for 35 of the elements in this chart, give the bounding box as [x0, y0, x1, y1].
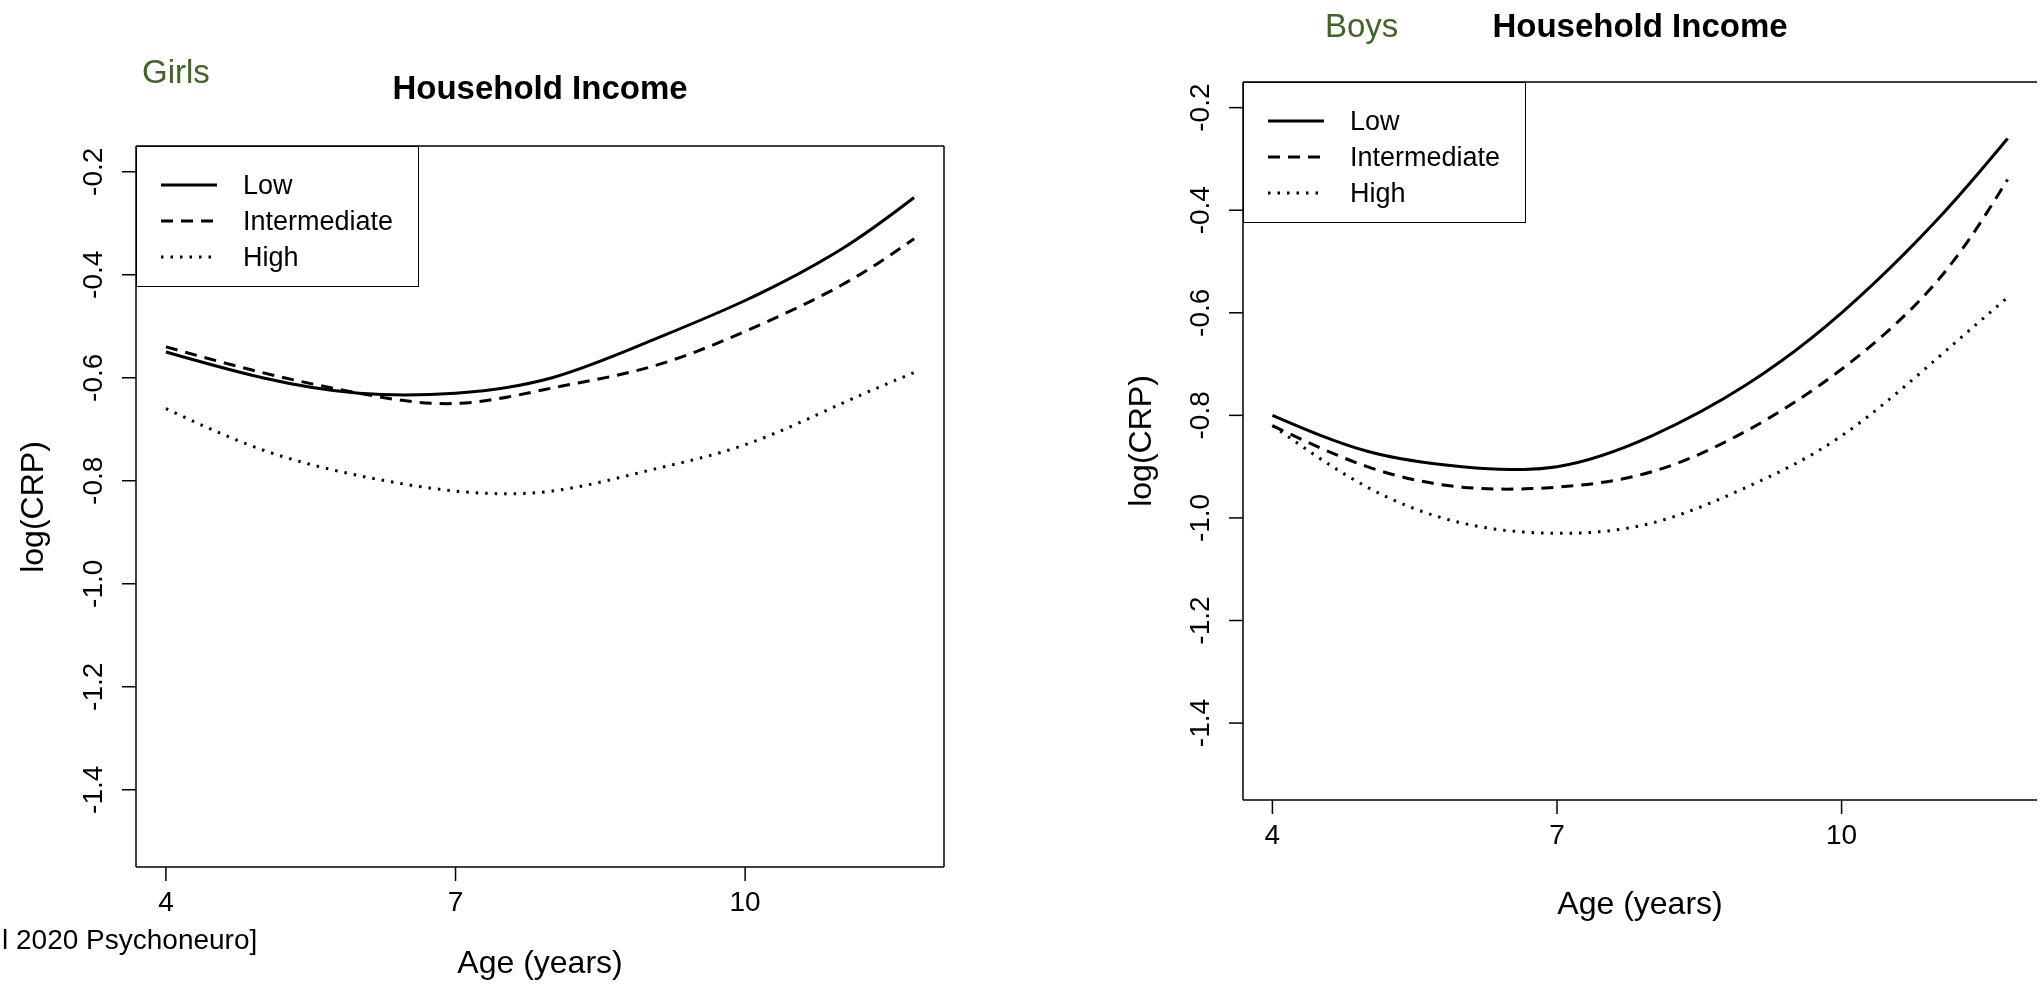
legend-label: Intermediate: [243, 205, 394, 237]
y-tick-label: -1.2: [1184, 596, 1215, 645]
y-tick-label: -1.0: [1184, 493, 1215, 543]
chart-subtitle: Girls: [142, 53, 210, 91]
y-tick-label: -1.2: [77, 662, 108, 711]
chart-title: Household Income: [1492, 7, 1788, 45]
y-tick-label: -1.4: [77, 765, 108, 814]
y-tick-label: -0.6: [77, 353, 108, 402]
x-tick-label: 7: [1549, 818, 1565, 850]
y-tick-label: -0.2: [77, 147, 108, 196]
legend-label: High: [243, 241, 299, 273]
x-axis-title: Age (years): [457, 943, 623, 981]
legend-label: High: [1350, 177, 1406, 209]
text: l 2020 Psychoneuro]: [2, 923, 258, 957]
x-tick-label: 10: [1826, 818, 1858, 850]
y-tick-label: -1.0: [77, 559, 108, 608]
y-tick-label: -0.2: [1184, 83, 1215, 132]
y-axis-title: log(CRP): [13, 440, 51, 573]
y-tick-label: -0.6: [1184, 288, 1215, 337]
x-tick-label: 10: [729, 885, 761, 917]
legend-label: Low: [243, 169, 293, 201]
legend-label: Intermediate: [1350, 141, 1501, 173]
chart-title: Household Income: [392, 69, 688, 107]
y-tick-label: -0.8: [1184, 391, 1215, 440]
legend-label: Low: [1350, 105, 1400, 137]
x-tick-label: 4: [1264, 818, 1281, 850]
x-tick-label: 7: [447, 885, 464, 917]
y-tick-label: -0.4: [1184, 186, 1215, 235]
y-tick-label: -1.4: [1184, 698, 1215, 748]
x-tick-label: 4: [158, 885, 174, 917]
chart-subtitle: Boys: [1325, 7, 1399, 45]
y-tick-label: -0.8: [77, 456, 108, 505]
x-axis-title: Age (years): [1557, 884, 1723, 922]
y-tick-label: -0.4: [77, 250, 108, 299]
y-axis-title: log(CRP): [1121, 375, 1159, 507]
